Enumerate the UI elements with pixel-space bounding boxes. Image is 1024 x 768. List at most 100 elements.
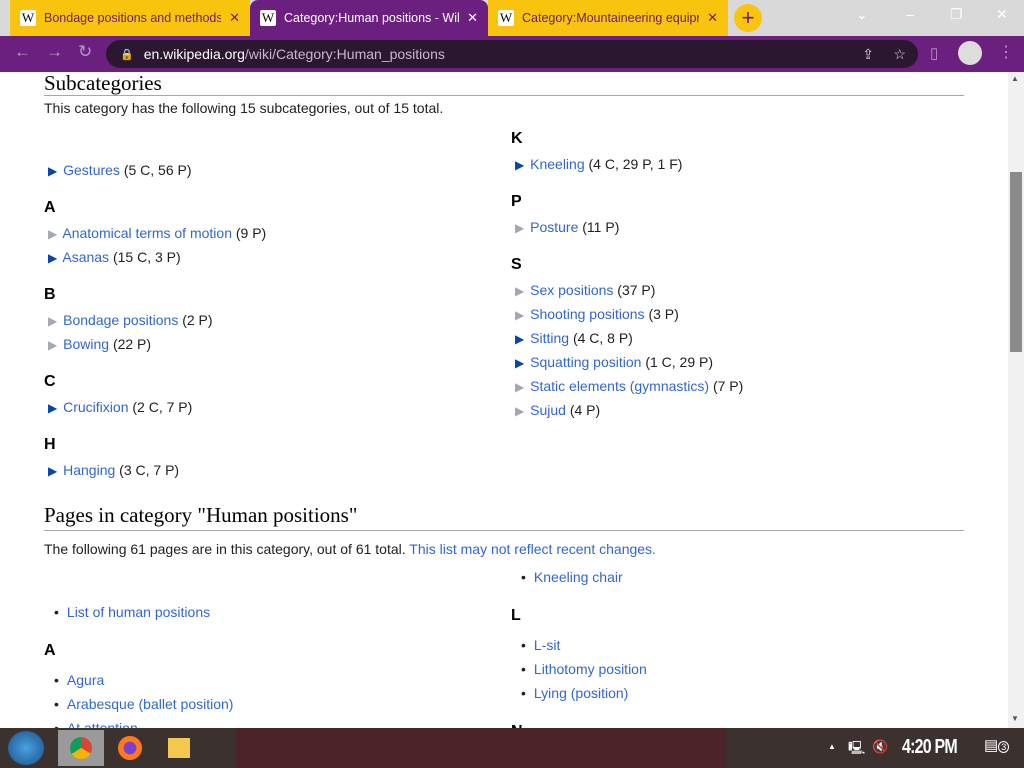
bookmark-star-icon[interactable]: ☆ — [893, 45, 906, 62]
subcategories-heading: Subcategories — [44, 71, 162, 95]
subcategory-count: (1 C, 29 P) — [645, 354, 714, 370]
subcategory-link[interactable]: Sex positions — [530, 282, 614, 298]
empty-expand-icon[interactable]: ▶ — [515, 284, 525, 298]
new-tab-button[interactable]: + — [734, 4, 762, 32]
subcategory-link[interactable]: Sujud — [530, 402, 566, 418]
subcategory-link[interactable]: Asanas — [62, 249, 110, 265]
close-icon[interactable]: ✕ — [707, 10, 718, 25]
letter-heading: C — [44, 373, 56, 390]
profile-avatar[interactable] — [958, 41, 982, 65]
scroll-up-icon[interactable]: ▲ — [1011, 74, 1019, 83]
page-link[interactable]: Agura — [66, 672, 105, 688]
empty-expand-icon[interactable]: ▶ — [48, 314, 58, 328]
close-icon[interactable]: ✕ — [467, 10, 478, 25]
letter-heading: S — [511, 256, 522, 273]
subcategory-link[interactable]: Bowing — [63, 336, 110, 352]
page-link[interactable]: L-sit — [533, 637, 561, 653]
subcategory-item: ▶ Crucifixion (2 C, 7 P) — [48, 399, 192, 415]
side-panel-icon[interactable]: ▯ — [930, 45, 939, 62]
scrollbar-thumb[interactable] — [1010, 172, 1022, 352]
expand-icon[interactable]: ▶ — [515, 356, 525, 370]
wikipedia-icon: W — [260, 10, 276, 26]
page-link[interactable]: Kneeling chair — [533, 569, 623, 585]
minimize-button[interactable]: – — [906, 6, 914, 22]
expand-icon[interactable]: ▶ — [48, 464, 58, 478]
network-icon[interactable]: 🖳 — [848, 740, 866, 755]
expand-icon[interactable]: ▶ — [515, 332, 525, 346]
scroll-down-icon[interactable]: ▼ — [1011, 714, 1019, 723]
volume-muted-icon[interactable]: 🔇 — [872, 739, 889, 754]
back-icon[interactable]: ← — [14, 42, 31, 61]
subcategory-link[interactable]: Gestures — [63, 162, 120, 178]
forward-icon[interactable]: → — [46, 42, 63, 61]
expand-icon[interactable]: ▶ — [515, 158, 525, 172]
page-link[interactable]: Arabesque (ballet position) — [66, 696, 234, 712]
empty-expand-icon[interactable]: ▶ — [515, 221, 525, 235]
subcategory-count: (15 C, 3 P) — [112, 249, 181, 265]
subcategory-link[interactable]: Static elements (gymnastics) — [530, 378, 710, 394]
expand-icon[interactable]: ▶ — [48, 251, 58, 265]
action-center-icon[interactable]: ▤ 3 — [984, 736, 1010, 754]
close-window-button[interactable]: ✕ — [996, 6, 1008, 22]
subcategory-link[interactable]: Hanging — [63, 462, 116, 478]
subcategory-item: ▶ Anatomical terms of motion (9 P) — [48, 225, 266, 241]
divider — [44, 95, 964, 96]
empty-expand-icon[interactable]: ▶ — [48, 338, 58, 352]
subcategory-count: (11 P) — [582, 219, 620, 235]
clock[interactable]: 4:20 PM — [902, 736, 958, 758]
lock-icon: 🔒 — [120, 48, 134, 61]
subcategory-link[interactable]: Posture — [530, 219, 579, 235]
letter-heading: P — [511, 193, 522, 210]
subcategory-link[interactable]: Bondage positions — [63, 312, 179, 328]
page-item: Lithotomy position — [521, 661, 647, 677]
firefox-icon[interactable] — [118, 736, 142, 760]
page-link[interactable]: Lithotomy position — [533, 661, 647, 677]
subcategory-link[interactable]: Kneeling — [530, 156, 585, 172]
menu-icon[interactable]: ⋮ — [998, 44, 1014, 61]
subcategory-item: ▶ Static elements (gymnastics) (7 P) — [515, 378, 743, 394]
subcategory-link[interactable]: Crucifixion — [63, 399, 129, 415]
restore-button[interactable]: ❐ — [950, 6, 963, 22]
close-icon[interactable]: ✕ — [229, 10, 240, 25]
subcategory-link[interactable]: Squatting position — [530, 354, 642, 370]
subcategory-count: (4 C, 8 P) — [572, 330, 633, 346]
show-hidden-icons[interactable]: ▲ — [828, 742, 836, 751]
file-explorer-icon[interactable] — [168, 738, 190, 758]
subcategory-count: (7 P) — [712, 378, 744, 394]
tab-bondage[interactable]: W Bondage positions and methods ✕ — [10, 0, 250, 36]
page-link[interactable]: List of human positions — [66, 604, 211, 620]
page-item: Arabesque (ballet position) — [54, 696, 234, 712]
share-icon[interactable]: ⇪ — [862, 45, 874, 62]
expand-icon[interactable]: ▶ — [48, 401, 58, 415]
page-item: Agura — [54, 672, 104, 688]
subcategory-item: ▶ Squatting position (1 C, 29 P) — [515, 354, 713, 370]
subcategory-item: ▶ Gestures (5 C, 56 P) — [48, 162, 192, 178]
empty-expand-icon[interactable]: ▶ — [515, 308, 525, 322]
letter-heading: H — [44, 436, 56, 453]
empty-expand-icon[interactable]: ▶ — [515, 404, 525, 418]
page-link[interactable]: Lying (position) — [533, 685, 629, 701]
scrollbar[interactable] — [1008, 72, 1024, 728]
subcategory-count: (4 C, 29 P, 1 F) — [588, 156, 683, 172]
expand-icon[interactable]: ▶ — [48, 164, 58, 178]
page-item: Kneeling chair — [521, 569, 623, 585]
subcategory-link[interactable]: Shooting positions — [530, 306, 645, 322]
page-item: Lying (position) — [521, 685, 628, 701]
chrome-icon — [70, 737, 92, 759]
chrome-taskbar-button[interactable] — [58, 730, 104, 766]
subcategory-item: ▶ Sujud (4 P) — [515, 402, 600, 418]
letter-heading: K — [511, 130, 523, 147]
subcategory-link[interactable]: Anatomical terms of motion — [62, 225, 232, 241]
reload-icon[interactable]: ↻ — [78, 42, 93, 61]
recent-changes-link[interactable]: This list may not reflect recent changes… — [409, 541, 656, 557]
subcategory-link[interactable]: Sitting — [530, 330, 570, 346]
tab-search-icon[interactable]: ⌄ — [856, 6, 868, 22]
start-button[interactable] — [8, 731, 44, 765]
address-bar[interactable]: 🔒 en.wikipedia.org/wiki/Category:Human_p… — [106, 40, 918, 68]
wikipedia-icon: W — [20, 10, 36, 26]
empty-expand-icon[interactable]: ▶ — [515, 380, 525, 394]
empty-expand-icon[interactable]: ▶ — [48, 227, 58, 241]
subcategory-count: (2 P) — [182, 312, 213, 328]
